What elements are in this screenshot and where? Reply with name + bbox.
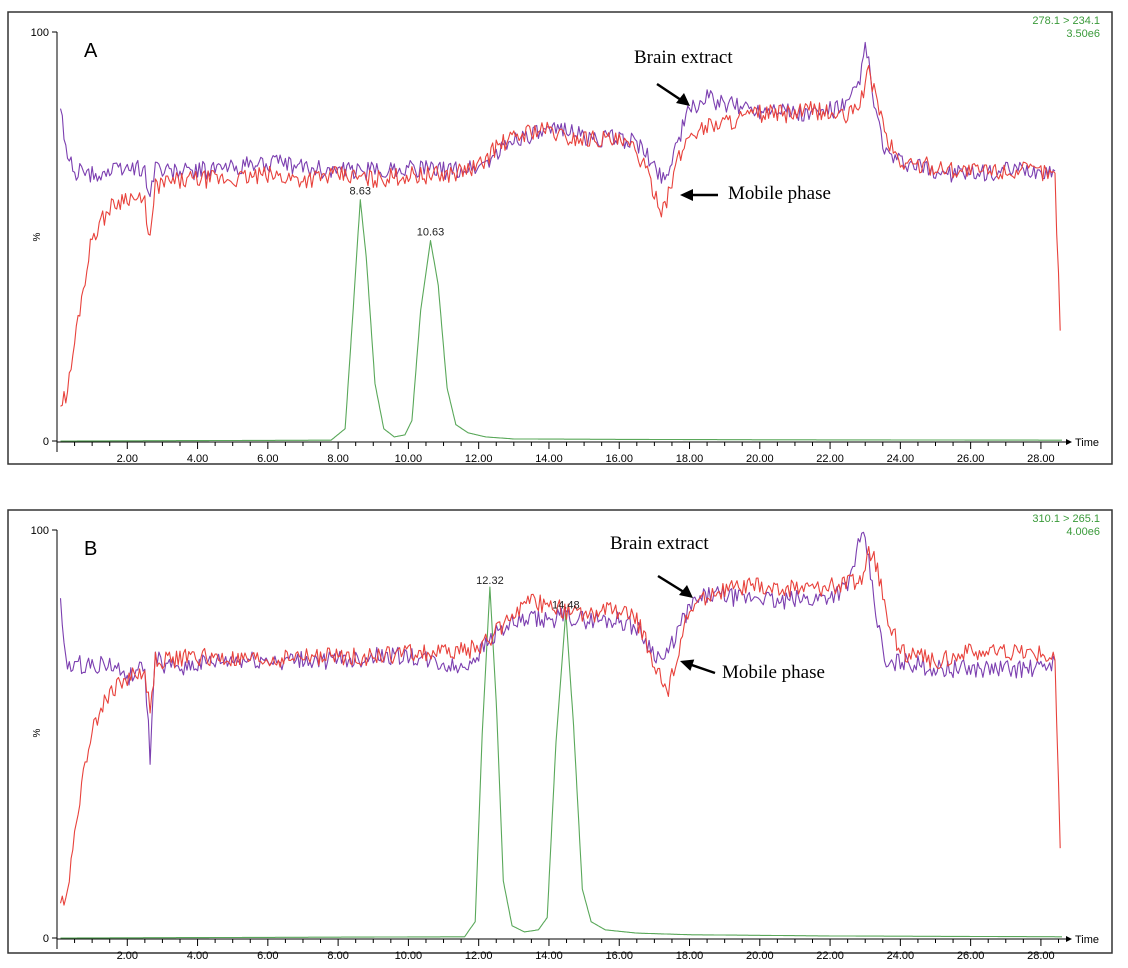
x-tick-label: 16.00 — [605, 950, 633, 962]
brain-extract-arrow — [657, 574, 688, 596]
x-tick-label: 10.00 — [395, 950, 423, 962]
brain-extract-arrowhead — [676, 93, 690, 106]
x-tick-label: 22.00 — [816, 950, 844, 962]
x-axis-arrow — [1066, 936, 1072, 942]
intensity-scale: 3.50e6 — [1066, 28, 1100, 40]
x-tick-label: 20.00 — [746, 950, 774, 962]
y-tick-label: 100 — [31, 525, 49, 537]
series-line — [59, 41, 1056, 198]
series-line — [59, 545, 1061, 906]
brain-extract-annotation: Brain extract — [634, 47, 733, 68]
x-tick-label: 28.00 — [1027, 453, 1055, 465]
chromatogram-panel-b: 100 0% 2.00 4.00 6.00 8.00 10.00 12.00 14.00 16.0… — [7, 509, 1113, 962]
peak-label: 12.32 — [476, 575, 504, 587]
peak-label: 8.63 — [350, 186, 371, 198]
x-tick-label: 4.00 — [187, 453, 208, 465]
x-axis-label: Time — [1075, 437, 1099, 449]
x-tick-label: 24.00 — [887, 950, 915, 962]
brain-extract-annotation: Brain extract — [610, 533, 709, 554]
panel-label: B — [84, 538, 97, 560]
x-tick-label: 18.00 — [676, 950, 704, 962]
mobile-phase-arrowhead — [680, 189, 693, 201]
series-line — [60, 65, 1061, 407]
series-line — [60, 586, 1062, 939]
x-tick-label: 14.00 — [535, 950, 563, 962]
x-tick-label: 2.00 — [117, 950, 138, 962]
x-axis-label: Time — [1075, 934, 1099, 946]
chromatogram-panel-a: 100 0% 2.00 4.00 6.00 8.00 10.00 12.00 14.00 16.0… — [7, 11, 1113, 465]
x-tick-label: 2.00 — [117, 453, 138, 465]
x-tick-label: 12.00 — [465, 950, 493, 962]
x-tick-label: 20.00 — [746, 453, 774, 465]
series-line — [60, 199, 1062, 442]
x-tick-label: 8.00 — [327, 453, 348, 465]
y-tick-label: 0 — [43, 933, 49, 945]
x-tick-label: 22.00 — [816, 453, 844, 465]
mobile-phase-annotation: Mobile phase — [728, 183, 831, 204]
panel-frame — [7, 11, 1113, 465]
x-tick-label: 10.00 — [395, 453, 423, 465]
x-tick-label: 28.00 — [1027, 950, 1055, 962]
x-tick-label: 26.00 — [957, 950, 985, 962]
x-tick-label: 14.00 — [535, 453, 563, 465]
panel-frame — [7, 509, 1113, 954]
series-line — [59, 531, 1056, 765]
x-tick-label: 18.00 — [676, 453, 704, 465]
y-axis-label: % — [32, 728, 43, 737]
intensity-scale: 4.00e6 — [1066, 526, 1100, 538]
mobile-phase-annotation: Mobile phase — [722, 662, 825, 683]
mobile-phase-arrowhead — [680, 659, 695, 671]
peak-label: 10.63 — [417, 227, 445, 239]
brain-extract-arrowhead — [679, 585, 693, 598]
x-tick-label: 4.00 — [187, 950, 208, 962]
x-tick-label: 16.00 — [605, 453, 633, 465]
panel-label: A — [84, 40, 98, 62]
peak-label: 14.48 — [552, 600, 580, 612]
x-tick-label: 6.00 — [257, 453, 278, 465]
y-axis-label: % — [32, 232, 43, 241]
x-tick-label: 24.00 — [887, 453, 915, 465]
x-tick-label: 8.00 — [327, 950, 348, 962]
mrm-transition: 278.1 > 234.1 — [1032, 15, 1100, 27]
x-axis-arrow — [1066, 439, 1072, 445]
x-tick-label: 12.00 — [465, 453, 493, 465]
mrm-transition: 310.1 > 265.1 — [1032, 513, 1100, 525]
x-tick-label: 26.00 — [957, 453, 985, 465]
x-tick-label: 6.00 — [257, 950, 278, 962]
y-tick-label: 100 — [31, 27, 49, 39]
y-tick-label: 0 — [43, 436, 49, 448]
